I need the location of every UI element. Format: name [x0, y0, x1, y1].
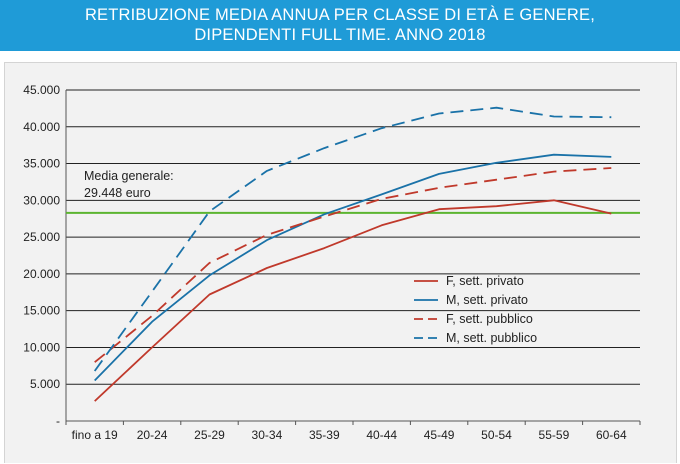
legend-label: F, sett. pubblico — [446, 312, 533, 326]
x-tick-label: 35-39 — [309, 428, 340, 442]
legend-label: M, sett. privato — [446, 293, 528, 307]
chart-header: RETRIBUZIONE MEDIA ANNUA PER CLASSE DI E… — [0, 0, 680, 51]
y-tick-label: 5.000 — [30, 377, 60, 391]
y-tick-label: 25.000 — [23, 230, 60, 244]
x-tick-label: 40-44 — [366, 428, 397, 442]
series-line-3 — [93, 106, 612, 372]
chart-title-line-1: RETRIBUZIONE MEDIA ANNUA PER CLASSE DI E… — [84, 6, 596, 24]
x-tick-label: 55-59 — [539, 428, 570, 442]
x-tick-label: 20-24 — [137, 428, 168, 442]
x-tick-label: 25-29 — [194, 428, 225, 442]
y-tick-label: 10.000 — [23, 340, 60, 354]
series-line-1 — [94, 153, 612, 382]
legend-label: F, sett. privato — [446, 274, 524, 288]
x-tick-label: fino a 19 — [72, 428, 118, 442]
x-tick-label: 30-34 — [252, 428, 283, 442]
chart-title-line-2: DIPENDENTI FULL TIME. ANNO 2018 — [194, 26, 486, 44]
y-tick-label: 20.000 — [23, 267, 60, 281]
legend-label: M, sett. pubblico — [446, 331, 537, 345]
y-tick-label: 15.000 — [23, 304, 60, 318]
annotation-media-generale-value: 29.448 euro — [84, 186, 151, 200]
y-tick-label: 35.000 — [23, 157, 60, 171]
x-tick-label: 45-49 — [424, 428, 455, 442]
y-tick-label: 45.000 — [23, 83, 60, 97]
annotation-media-generale-label: Media generale: — [84, 169, 174, 183]
series-line-2 — [94, 167, 612, 363]
x-tick-label: 50-54 — [481, 428, 512, 442]
y-tick-label: - — [56, 414, 60, 428]
x-tick-label: 60-64 — [596, 428, 627, 442]
chart-panel — [4, 62, 677, 463]
series-line-0 — [94, 199, 612, 402]
y-tick-label: 30.000 — [23, 193, 60, 207]
y-tick-label: 40.000 — [23, 120, 60, 134]
